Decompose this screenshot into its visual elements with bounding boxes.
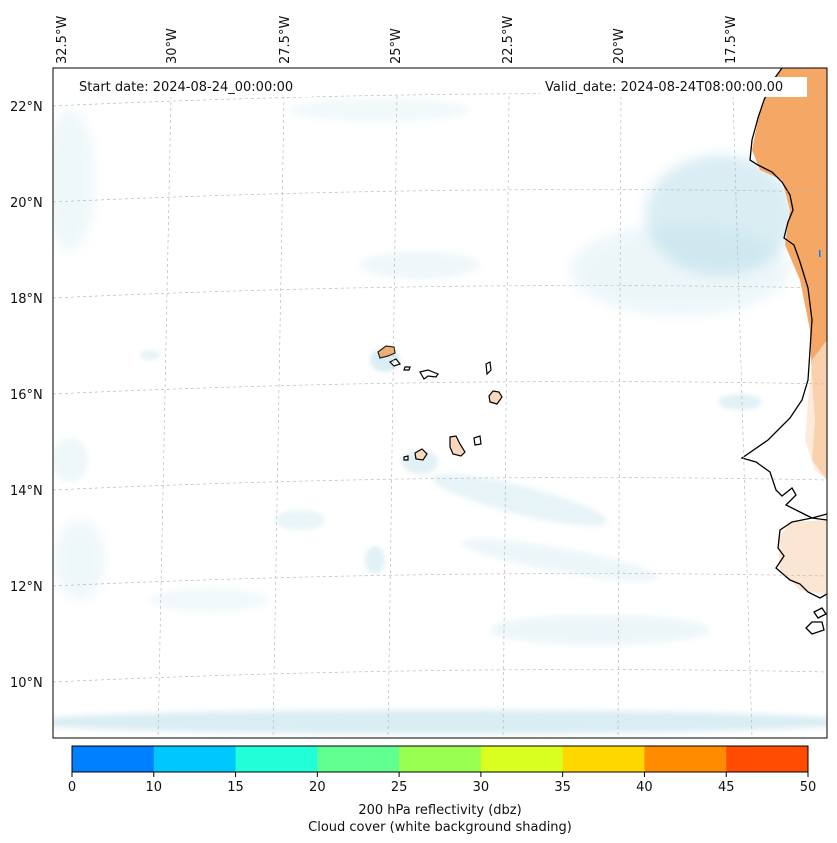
gridline-lon-25w [387, 95, 398, 738]
colorbar-cell-20-25 [317, 746, 400, 772]
colorbar-tick-label-30: 30 [473, 780, 490, 795]
colorbar-tick-label-35: 35 [554, 780, 571, 795]
gridline-lat-10n [53, 669, 827, 683]
colorbar-label: 200 hPa reflectivity (dbz) [358, 803, 521, 818]
cloud-band-bottom [53, 710, 827, 734]
latitude-labels: 22°N 20°N 18°N 16°N 14°N 12°N 10°N [10, 100, 43, 691]
island-santa-luzia [403, 366, 411, 371]
colorbar-tick-label-0: 0 [68, 780, 76, 795]
lat-label-10n: 10°N [10, 676, 43, 691]
island-sao-nicolau [419, 369, 439, 380]
lat-label-18n: 18°N [10, 292, 43, 307]
colorbar-frame [71, 745, 809, 773]
lon-label-32-5w: 32.5°W [55, 16, 70, 64]
gridline-lat-22n [53, 93, 827, 107]
colorbar-tick-label-15: 15 [227, 780, 244, 795]
senegal-reflectivity-shading [805, 340, 827, 480]
west-africa-coastline [740, 68, 827, 635]
lat-label-22n: 22°N [10, 100, 43, 115]
gridline-lat-16n [53, 381, 827, 395]
gridline-lon-27-5w [272, 95, 285, 738]
island-santo-antao [377, 345, 396, 359]
lon-label-30w: 30°W [165, 28, 180, 64]
start-date-box [74, 77, 312, 97]
reflectivity-speck [819, 250, 821, 257]
cloud-patch-west-14n [53, 438, 88, 482]
colorbar-tick-label-20: 20 [309, 780, 326, 795]
valid-date-label: Valid_date: 2024-08-24T08:00:00.00 [545, 80, 783, 95]
gridline-lat-12n [53, 573, 827, 587]
lon-label-17-5w: 17.5°W [724, 16, 739, 64]
colorbar-cell-30-35 [480, 746, 564, 772]
longitude-labels: 32.5°W 30°W 27.5°W 25°W 22.5°W 20°W 17.5… [55, 16, 739, 64]
island-sao-vicente [388, 358, 402, 367]
colorbar-cell-0-10 [72, 746, 155, 772]
cloud-patch-east-16n [718, 394, 762, 410]
island-maio [473, 435, 482, 446]
lat-label-16n: 16°N [10, 388, 43, 403]
cloud-cover-shading [53, 98, 827, 734]
lon-label-20w: 20°W [612, 28, 627, 64]
island-boa-vista [488, 390, 503, 405]
cloud-streak-center [360, 251, 480, 279]
colorbar: 0 10 15 20 25 30 35 40 45 50 200 hPa reflectivity… [68, 745, 816, 835]
island-santiago [449, 435, 466, 457]
cloud-band-south-1 [432, 474, 608, 526]
lon-label-25w: 25°W [389, 28, 404, 64]
gridline-lon-20w [617, 95, 622, 738]
island-fogo [414, 448, 428, 461]
lon-label-22-5w: 22.5°W [501, 16, 516, 64]
valid-date-box [540, 77, 807, 97]
cloud-band-east [570, 225, 790, 315]
cloud-patch-mid [275, 510, 325, 530]
colorbar-tick-label-25: 25 [391, 780, 408, 795]
lat-label-12n: 12°N [10, 580, 43, 595]
colorbar-tick-label-40: 40 [636, 780, 653, 795]
cape-verde-islands [377, 345, 503, 461]
colorbar-tick-label-50: 50 [800, 780, 817, 795]
cloud-patch-mid-2 [365, 546, 385, 574]
colorbar-cell-35-40 [562, 746, 645, 772]
gridline-lon-30w [157, 95, 172, 738]
lon-label-27-5w: 27.5°W [278, 16, 293, 64]
lat-label-14n: 14°N [10, 484, 43, 499]
cloud-patch-w-12n [140, 350, 160, 360]
guinea-land-shading [778, 520, 827, 595]
cloud-streak-north-1 [290, 98, 470, 122]
colorbar-cells [72, 746, 809, 772]
cloud-band-south-2 [461, 538, 659, 582]
colorbar-cell-15-20 [235, 746, 318, 772]
mainland-africa [740, 68, 827, 635]
colorbar-sublabel: Cloud cover (white background shading) [308, 820, 572, 835]
start-date-label: Start date: 2024-08-24_00:00:00 [79, 80, 293, 95]
cloud-near-south-islands [402, 450, 438, 474]
lat-label-20n: 20°N [10, 196, 43, 211]
map-frame [52, 67, 828, 739]
gridline-lat-14n [53, 477, 827, 491]
map-panel: Start date: 2024-08-24_00:00:00 Valid_da… [53, 68, 827, 738]
cloud-plume-northwest [53, 110, 95, 250]
gridline-lon-17-5w [732, 95, 753, 738]
cloud-patch-west [55, 520, 105, 600]
colorbar-tick-label-10: 10 [146, 780, 163, 795]
cloud-band-south-3 [490, 615, 710, 645]
cloud-patch-sw [150, 588, 270, 612]
gridline-lat-18n [53, 285, 827, 299]
gridline-lon-22-5w [502, 95, 510, 738]
colorbar-cell-40-45 [644, 746, 727, 772]
gridlines [53, 93, 827, 738]
island-sal [485, 361, 492, 376]
island-brava [403, 455, 409, 461]
colorbar-cell-10-15 [153, 746, 237, 772]
colorbar-cell-25-30 [399, 746, 482, 772]
colorbar-tick-label-45: 45 [718, 780, 735, 795]
colorbar-cell-45-50 [726, 746, 809, 772]
gridline-lat-20n [53, 189, 827, 203]
colorbar-ticks: 0 10 15 20 25 30 35 40 45 50 [68, 772, 816, 795]
